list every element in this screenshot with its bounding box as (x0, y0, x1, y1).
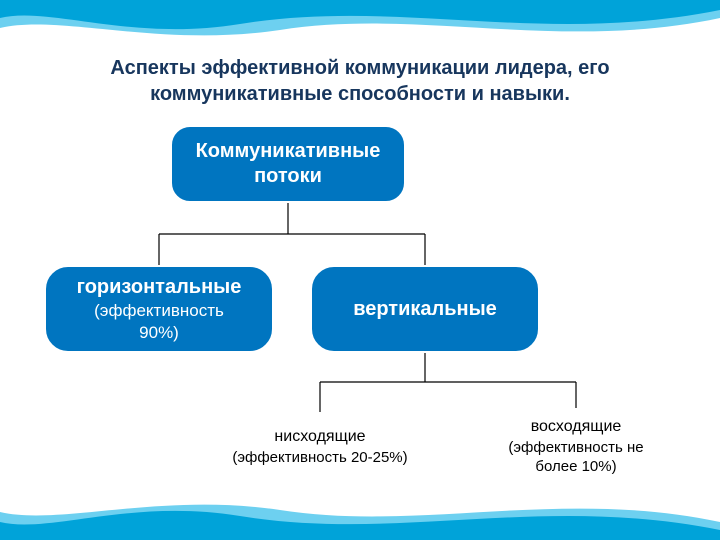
node-sub-1: (эффективность не (508, 438, 643, 458)
node-label-2: потоки (254, 164, 322, 189)
node-label: восходящие (531, 417, 622, 438)
node-down: нисходящие(эффективность 20-25%) (200, 412, 440, 482)
node-label: нисходящие (274, 427, 365, 448)
page-title: Аспекты эффективной коммуникации лидера,… (0, 55, 720, 107)
node-sub-2: более 10%) (535, 457, 616, 477)
node-vert: вертикальные (310, 265, 540, 353)
node-root: Коммуникативныепотоки (170, 125, 406, 203)
title-line-1: Аспекты эффективной коммуникации лидера,… (110, 57, 609, 79)
node-label: вертикальные (353, 297, 497, 322)
node-label: горизонтальные (77, 275, 242, 300)
node-up: восходящие(эффективность неболее 10%) (470, 408, 682, 486)
node-sub-2: 90%) (139, 322, 179, 343)
node-horiz: горизонтальные(эффективность90%) (44, 265, 274, 353)
node-sub-1: (эффективность (94, 300, 224, 321)
node-label: Коммуникативные (196, 139, 381, 164)
title-line-2: коммуникативные способности и навыки. (150, 83, 570, 105)
node-sub-1: (эффективность 20-25%) (232, 448, 407, 468)
